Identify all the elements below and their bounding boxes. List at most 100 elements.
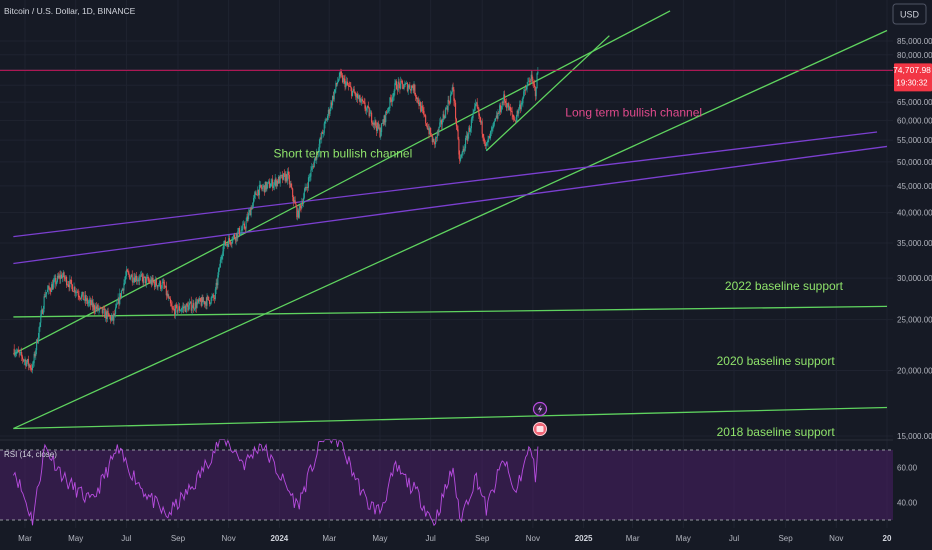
candle-body [317, 151, 319, 154]
candle-body [287, 171, 289, 181]
candle-body [460, 157, 462, 161]
candle-body [395, 81, 397, 84]
candle-body [435, 137, 437, 145]
currency-button[interactable]: USD [892, 3, 927, 25]
candle-body [336, 82, 338, 85]
candle-body [279, 175, 281, 184]
currency-button-frame[interactable] [892, 3, 927, 25]
candle-body [420, 105, 423, 112]
candle-body [272, 185, 275, 189]
candle-body [223, 240, 226, 246]
candle-body [352, 89, 354, 91]
candle-body [301, 202, 303, 209]
candle-body [39, 322, 41, 328]
candle-body [455, 118, 457, 127]
candle-body [201, 297, 203, 306]
candle-body [396, 89, 398, 91]
candle-body [515, 117, 517, 122]
candle-body [144, 276, 147, 284]
candle-body [29, 364, 31, 368]
candle-body [181, 308, 183, 310]
candle-body [489, 136, 491, 139]
candle-body [281, 174, 283, 176]
candle-body [460, 154, 462, 158]
candle-body [238, 227, 241, 236]
candle-body [314, 156, 316, 161]
candle-body [418, 102, 420, 106]
candle-body [163, 281, 165, 285]
time-tick-label: Jul [426, 534, 436, 543]
candle-body [226, 244, 228, 245]
candle-body [501, 101, 503, 110]
candle-body [402, 84, 404, 89]
candle-body [78, 295, 80, 298]
candle-body [263, 185, 265, 193]
candle-body [375, 120, 377, 126]
candle-body [372, 122, 374, 125]
candle-body [41, 309, 43, 315]
candle-body [267, 182, 269, 185]
candle-body [435, 137, 438, 139]
candle-body [440, 120, 443, 125]
time-tick-label: Sep [171, 534, 186, 543]
rsi-axis: 60.00 40.00 [897, 464, 918, 508]
candle-body [404, 84, 406, 88]
currency-label[interactable]: USD [900, 10, 920, 20]
candle-body [536, 73, 538, 89]
candle-body [309, 176, 311, 178]
candle-body [30, 367, 32, 369]
candle-body [124, 279, 126, 284]
candle-body [28, 364, 30, 366]
candle-body [120, 293, 122, 298]
candle-body [327, 115, 329, 121]
candle-body [473, 110, 475, 114]
candle-body [245, 221, 247, 229]
candle-body [424, 115, 426, 117]
candle-body [165, 285, 167, 296]
candle-body [110, 316, 112, 321]
candle-body [225, 244, 227, 246]
candle-body [228, 238, 231, 242]
event-markers[interactable] [532, 401, 548, 436]
candle-body [21, 352, 23, 357]
candle-body [75, 292, 77, 294]
candle-body [204, 301, 206, 305]
candle-body [405, 83, 408, 84]
candle-body [75, 291, 78, 293]
candle-body [70, 279, 72, 281]
candle-body [396, 81, 398, 90]
candle-body [425, 115, 427, 124]
candle-body [519, 104, 521, 110]
candle-body [13, 348, 15, 355]
candle-body [27, 359, 29, 366]
candle-body [238, 227, 240, 232]
candle-body [391, 99, 393, 102]
candle-body [57, 275, 59, 278]
candle-body [322, 132, 324, 134]
candle-body [351, 90, 354, 96]
candle-body [273, 182, 275, 186]
candle-body [247, 216, 249, 220]
candle-body [305, 187, 307, 189]
candle-body [74, 287, 76, 293]
candle-body [447, 99, 449, 111]
candle-body [212, 294, 214, 297]
candle-body [336, 81, 339, 85]
candle-body [94, 309, 96, 312]
time-axis[interactable]: Mar May Jul Sep Nov 2024 Mar May Jul Sep Nov 2025 Ma… [18, 534, 892, 543]
candle-body [302, 197, 305, 204]
candle-body [19, 352, 21, 354]
candle-body [176, 305, 178, 313]
candle-body [387, 108, 389, 112]
candle-body [419, 102, 421, 106]
rsi-line [13, 438, 539, 527]
candle-body [185, 303, 187, 313]
candle-body [517, 110, 519, 114]
annotation-label: 2022 baseline support [725, 279, 844, 293]
candle-body [399, 83, 401, 89]
candle-body [35, 350, 37, 356]
candle-body [462, 149, 464, 152]
candle-body [513, 117, 515, 120]
candle-body [350, 86, 352, 88]
